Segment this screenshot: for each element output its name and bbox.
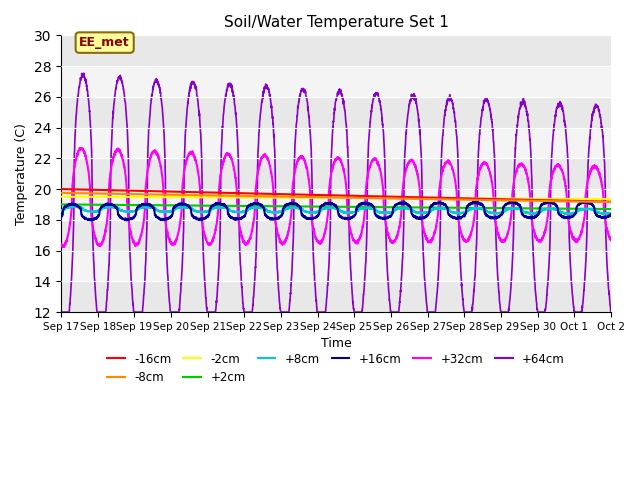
Bar bbox=[61, 36, 611, 66]
Bar bbox=[61, 220, 611, 251]
X-axis label: Time: Time bbox=[321, 337, 351, 350]
Bar bbox=[61, 189, 611, 220]
Bar bbox=[61, 97, 611, 128]
Legend: -16cm, -8cm, -2cm, +2cm, +8cm, +16cm, +32cm, +64cm: -16cm, -8cm, -2cm, +2cm, +8cm, +16cm, +3… bbox=[102, 348, 570, 389]
Y-axis label: Temperature (C): Temperature (C) bbox=[15, 123, 28, 225]
Bar bbox=[61, 251, 611, 281]
Text: EE_met: EE_met bbox=[79, 36, 130, 49]
Title: Soil/Water Temperature Set 1: Soil/Water Temperature Set 1 bbox=[223, 15, 449, 30]
Bar bbox=[61, 158, 611, 189]
Bar bbox=[61, 66, 611, 97]
Bar bbox=[61, 128, 611, 158]
Bar bbox=[61, 281, 611, 312]
